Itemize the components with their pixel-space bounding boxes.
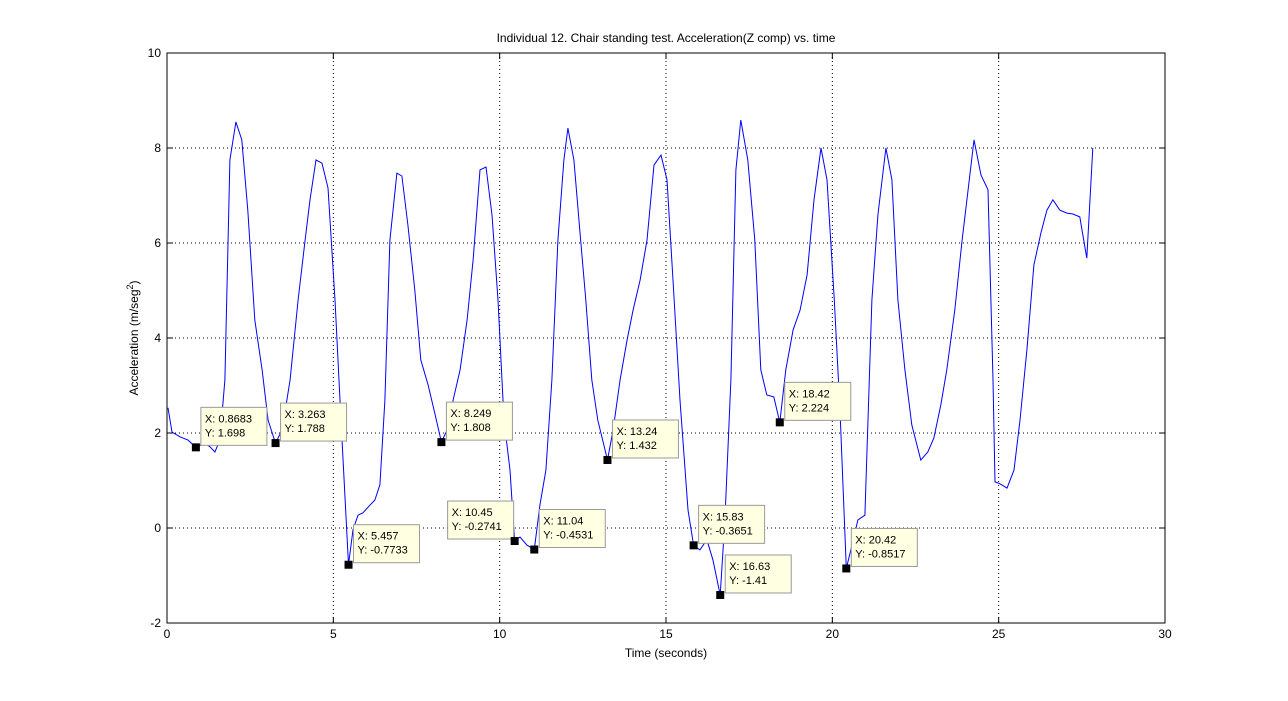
datatip: X: 13.24 Y: 1.432 bbox=[603, 419, 679, 464]
datatip-label: Y: 1.432 bbox=[616, 440, 656, 452]
y-axis-label: Acceleration (m/seg2) bbox=[125, 280, 141, 395]
datatip-marker bbox=[437, 438, 446, 447]
datatip-label: X: 3.263 bbox=[285, 409, 326, 421]
datatip-label: X: 10.45 bbox=[452, 507, 493, 519]
datatip: X: 10.45 Y: -0.2741 bbox=[447, 500, 519, 546]
datatip: X: 15.83 Y: -0.3651 bbox=[689, 504, 766, 550]
y-tick-label: -2 bbox=[150, 616, 161, 630]
axes-box bbox=[166, 52, 1166, 624]
datatip-label: Y: -1.41 bbox=[729, 575, 767, 587]
datatip: X: 11.04 Y: -0.4531 bbox=[530, 509, 606, 554]
datatip-marker bbox=[775, 418, 784, 427]
datatip-box bbox=[200, 406, 268, 446]
datatip-label: Y: 1.698 bbox=[205, 427, 245, 439]
y-axis-label-sup: 2 bbox=[125, 284, 135, 289]
y-tick-label: 6 bbox=[154, 236, 161, 250]
x-axis-label: Time (seconds) bbox=[625, 646, 707, 660]
y-axis-label-main: Acceleration (m/seg bbox=[127, 289, 141, 395]
datatip: X: 20.42 Y: -0.8517 bbox=[842, 527, 918, 573]
datatip-box bbox=[724, 554, 792, 594]
datatip-box bbox=[698, 504, 766, 544]
datatip: X: 8.249 Y: 1.808 bbox=[437, 401, 513, 447]
datatip-label: Y: -0.7733 bbox=[358, 545, 408, 557]
x-tick-label: 0 bbox=[164, 627, 171, 641]
x-tick-label: 15 bbox=[659, 627, 673, 641]
datatip-label: X: 20.42 bbox=[855, 534, 896, 546]
datatip-label: Y: -0.3651 bbox=[703, 525, 753, 537]
datatip: X: 18.42 Y: 2.224 bbox=[775, 381, 852, 427]
datatip-box bbox=[353, 524, 421, 564]
datatip-label: Y: 1.808 bbox=[450, 422, 490, 434]
y-tick-label: 8 bbox=[154, 141, 161, 155]
datatip-label: X: 15.83 bbox=[703, 511, 744, 523]
datatip: X: 3.263 Y: 1.788 bbox=[271, 402, 348, 448]
y-tick-label: 2 bbox=[154, 426, 161, 440]
y-tick-label: 4 bbox=[154, 331, 161, 345]
y-axis-label-end: ) bbox=[127, 280, 141, 284]
data-line bbox=[167, 119, 1094, 596]
x-tick-label: 30 bbox=[1158, 627, 1172, 641]
datatip: X: 16.63 Y: -1.41 bbox=[716, 554, 792, 599]
x-tick-label: 10 bbox=[493, 627, 507, 641]
datatip-label: X: 18.42 bbox=[789, 388, 830, 400]
datatip-label: Y: -0.2741 bbox=[452, 521, 502, 533]
datatip: X: 0.8683 Y: 1.698 bbox=[191, 406, 268, 452]
y-tick-label: 10 bbox=[148, 46, 162, 60]
datatip-box bbox=[538, 509, 606, 549]
datatip-marker bbox=[191, 443, 200, 452]
x-tick-label: 5 bbox=[330, 627, 337, 641]
datatip-label: X: 13.24 bbox=[616, 426, 657, 438]
datatip-label: X: 11.04 bbox=[543, 516, 583, 528]
datatip-label: X: 5.457 bbox=[358, 531, 399, 543]
datatip-marker bbox=[716, 590, 725, 599]
datatip-label: X: 0.8683 bbox=[205, 413, 252, 425]
y-tick-label: 0 bbox=[154, 521, 161, 535]
datatip-box bbox=[784, 381, 852, 421]
datatip-box bbox=[850, 527, 918, 567]
datatip-label: X: 8.249 bbox=[450, 408, 491, 420]
datatip-box bbox=[280, 402, 348, 442]
datatip-marker bbox=[530, 545, 539, 554]
datatip-label: Y: 2.224 bbox=[789, 402, 829, 414]
x-tick-label: 25 bbox=[992, 627, 1006, 641]
datatip-marker bbox=[842, 564, 851, 573]
datatip: X: 5.457 Y: -0.7733 bbox=[344, 524, 421, 569]
chart-title: Individual 12. Chair standing test. Acce… bbox=[497, 31, 836, 45]
datatip-label: X: 16.63 bbox=[729, 561, 770, 573]
datatip-box bbox=[445, 401, 513, 441]
datatip-label: Y: 1.788 bbox=[285, 423, 325, 435]
datatip-marker bbox=[603, 455, 612, 464]
x-tick-label: 20 bbox=[826, 627, 840, 641]
datatip-label: Y: -0.4531 bbox=[543, 530, 593, 542]
datatip-marker bbox=[344, 560, 353, 569]
datatip-box bbox=[447, 500, 515, 540]
datatip-marker bbox=[689, 541, 698, 550]
datatip-label: Y: -0.8517 bbox=[855, 548, 905, 560]
datatip-marker bbox=[271, 439, 280, 448]
datatip-box bbox=[611, 419, 679, 459]
datatip-marker bbox=[510, 537, 519, 546]
